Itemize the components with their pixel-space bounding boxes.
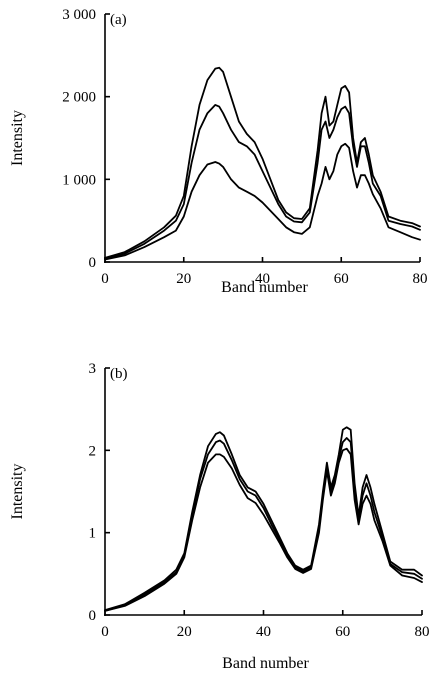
chart-panel-a: 0 20 40 60 80 0 1 000 2 000 3 000 Band number Inte… — [9, 7, 428, 296]
x-tick-label: 60 — [335, 624, 350, 640]
series-line-1 — [104, 66, 421, 259]
x-tick-label: 0 — [101, 624, 109, 640]
series-line-2 — [104, 104, 421, 260]
y-tick-label: 3 000 — [62, 7, 96, 23]
y-tick-label: 0 — [89, 608, 97, 624]
series-line-3 — [104, 447, 423, 612]
x-tick-label: 80 — [415, 624, 430, 640]
y-tick-label: 1 000 — [62, 172, 96, 188]
y-tick-label: 3 — [89, 361, 97, 377]
y-axis-label: Intensity — [9, 464, 26, 520]
x-axis-label: Band number — [221, 279, 308, 296]
y-tick-label: 0 — [89, 255, 97, 271]
y-axis-label: Intensity — [9, 110, 26, 166]
x-tick-label: 80 — [413, 271, 428, 287]
series-line-2 — [104, 437, 423, 612]
y-tick-label: 2 — [89, 443, 97, 459]
panel-label: (a) — [110, 12, 127, 28]
y-tick-label: 2 000 — [62, 90, 96, 106]
panel-label: (b) — [110, 366, 128, 382]
y-tick-label: 1 — [89, 526, 97, 542]
x-tick-label: 40 — [256, 624, 271, 640]
x-axis-label: Band number — [222, 655, 309, 672]
x-tick-label: 0 — [101, 271, 109, 287]
x-tick-label: 40 — [255, 271, 270, 287]
chart-panel-b: 0 20 40 60 80 0 1 2 3 Band number Intensity (b) — [9, 361, 430, 672]
series-line-1 — [104, 426, 423, 611]
series-line-3 — [104, 142, 421, 261]
x-tick-label: 60 — [334, 271, 349, 287]
x-tick-label: 20 — [176, 271, 191, 287]
x-tick-label: 20 — [177, 624, 192, 640]
